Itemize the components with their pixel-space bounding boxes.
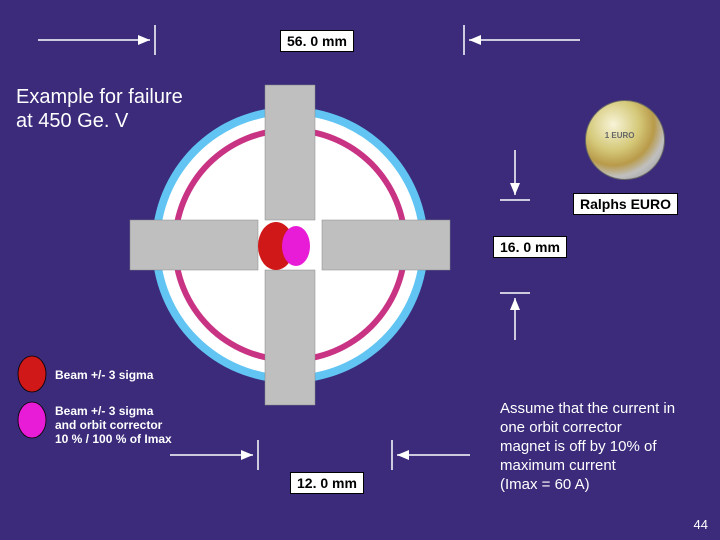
assume-line-4: maximum current <box>500 457 616 476</box>
dim-bot-arrowhead-r <box>397 450 409 460</box>
page-number: 44 <box>694 517 708 532</box>
legend-red-ellipse <box>18 356 46 392</box>
euro-coin-image <box>585 100 665 180</box>
legend-red-text: Beam +/- 3 sigma <box>55 368 153 382</box>
jaw-top <box>265 85 315 220</box>
dim-bottom-label: 12. 0 mm <box>290 472 364 494</box>
beam-magenta-ellipse <box>282 226 310 266</box>
legend-magenta-text-3: 10 % / 100 % of Imax <box>55 432 172 446</box>
dim-right-arrowhead-b <box>510 298 520 310</box>
dim-right-arrowhead-t <box>510 183 520 195</box>
legend-magenta-text-1: Beam +/- 3 sigma <box>55 404 153 418</box>
dim-right-label: 16. 0 mm <box>493 236 567 258</box>
legend-magenta-text-2: and orbit corrector <box>55 418 162 432</box>
coin-label: Ralphs EURO <box>573 193 678 215</box>
assume-line-5: (Imax = 60 A) <box>500 476 590 495</box>
legend-magenta-ellipse <box>18 402 46 438</box>
assume-line-2: one orbit corrector <box>500 419 622 438</box>
assume-line-3: magnet is off by 10% of <box>500 438 656 457</box>
jaw-left <box>130 220 258 270</box>
dim-bot-arrowhead-l <box>241 450 253 460</box>
dim-top-arrowhead-l <box>138 35 150 45</box>
jaw-right <box>322 220 450 270</box>
dim-top-arrowhead-r <box>469 35 481 45</box>
assume-line-1: Assume that the current in <box>500 400 675 419</box>
dim-top-label: 56. 0 mm <box>280 30 354 52</box>
jaw-bottom <box>265 270 315 405</box>
